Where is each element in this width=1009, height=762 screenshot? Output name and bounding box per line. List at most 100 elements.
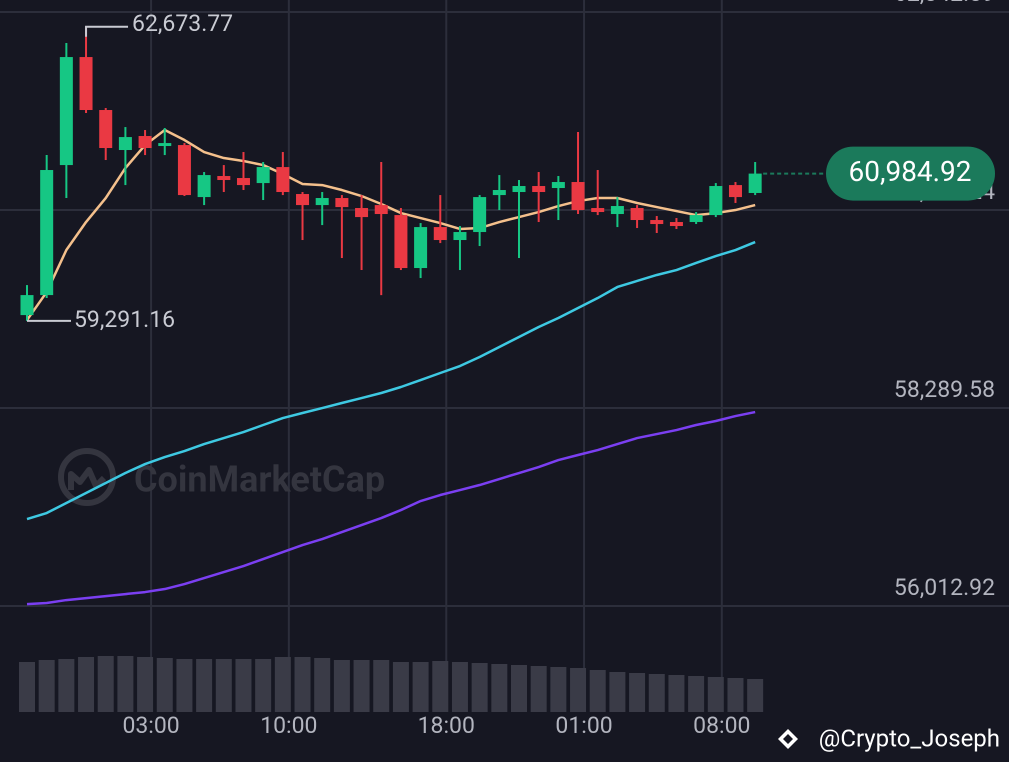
x-tick-label: 18:00	[418, 712, 475, 739]
volume-bar	[58, 659, 75, 712]
volume-bar	[747, 679, 764, 712]
volume-bar	[511, 665, 527, 712]
volume-bar	[215, 659, 232, 712]
candle-body	[512, 186, 526, 193]
volume-bar	[727, 678, 744, 712]
candle-body	[473, 197, 487, 233]
volume-bar	[156, 658, 173, 712]
candle-body	[276, 167, 290, 193]
candle-body	[728, 185, 742, 198]
candle-body	[748, 173, 762, 193]
volume-bar	[97, 656, 114, 712]
volume-bar	[333, 660, 350, 712]
volume-bar	[196, 659, 213, 712]
candle-body	[256, 167, 270, 184]
candle-body	[138, 136, 152, 149]
watermark-logo-mark	[68, 467, 107, 490]
volume-bar	[274, 657, 291, 712]
volume-bar	[432, 661, 449, 712]
candle-body	[669, 222, 683, 227]
grid	[0, 0, 1009, 712]
candle-body	[118, 137, 132, 151]
volume-bar	[137, 657, 154, 712]
high-marker-label: 62,673.77	[132, 10, 233, 37]
candle-body	[99, 110, 113, 149]
low-marker-label: 59,291.16	[74, 306, 175, 333]
volume-bar	[19, 662, 35, 712]
volume-bar	[471, 663, 488, 712]
candle-body	[709, 186, 723, 216]
candle-body	[453, 232, 467, 241]
candle-body	[414, 227, 428, 269]
volume-bar	[530, 666, 547, 712]
candle-body	[394, 215, 408, 269]
last-price-tag	[826, 146, 995, 201]
x-tick-label: 08:00	[693, 712, 750, 739]
candle-body	[689, 215, 703, 223]
candle-body	[551, 182, 565, 189]
watermark-text: CoinMarketCap	[134, 459, 385, 501]
last-price-label: 60,984.92	[848, 155, 971, 188]
candle-body	[79, 57, 93, 111]
volume-bar	[491, 664, 508, 712]
candle-body	[571, 182, 585, 211]
volume-bar	[629, 673, 646, 712]
volume-bar	[688, 676, 705, 712]
watermark: CoinMarketCap	[58, 448, 385, 506]
credit-text: @Crypto_Joseph	[819, 724, 1000, 752]
x-tick-label: 10:00	[260, 712, 317, 739]
high-marker-line	[85, 25, 129, 37]
y-tick-label: 56,012.92	[894, 574, 995, 601]
candle-body	[355, 208, 369, 218]
volume-bar	[451, 662, 468, 712]
credit-icon	[778, 729, 798, 749]
ma-line	[26, 410, 756, 606]
volume-bar	[392, 662, 409, 712]
y-tick-label: 58,289.58	[894, 376, 995, 403]
volume-bar	[353, 660, 370, 712]
volume-bar	[668, 675, 685, 712]
volume-bar	[235, 659, 252, 712]
candle-body	[315, 198, 329, 206]
candle-body	[433, 227, 447, 241]
candle-body	[59, 57, 73, 166]
volume-bar	[648, 674, 665, 712]
candle-body	[177, 145, 191, 196]
ma-line	[26, 240, 756, 521]
volume-bar	[78, 657, 95, 712]
candle-body	[217, 176, 231, 181]
candle-body	[335, 198, 349, 208]
candle-body	[591, 208, 605, 213]
x-tick-label: 01:00	[555, 712, 612, 739]
candle-body	[40, 170, 54, 296]
candle-body	[197, 175, 211, 198]
candle-body	[158, 143, 172, 147]
volume-bar	[255, 659, 272, 712]
volume-bar	[117, 656, 134, 712]
candle-body	[492, 190, 506, 196]
volume-bar	[707, 677, 724, 712]
candle-body	[650, 220, 664, 225]
volume-bar	[373, 660, 390, 712]
candle-body	[630, 208, 644, 221]
volume-bar	[609, 672, 626, 712]
volume-bar	[550, 667, 567, 712]
watermark-logo	[58, 448, 116, 506]
candle-body	[532, 186, 546, 193]
x-tick-label: 03:00	[122, 712, 179, 739]
volume-bar	[589, 670, 606, 712]
candle-body	[236, 178, 250, 186]
y-tick-label: 62,842.89	[894, 0, 995, 7]
volume-bar	[314, 658, 331, 712]
volume-bar	[412, 662, 429, 712]
candle-body	[20, 295, 34, 316]
volume-bar	[176, 659, 193, 712]
candle-body	[610, 206, 624, 215]
volume-bar	[38, 660, 55, 712]
candle-body	[374, 205, 388, 215]
volume-bar	[294, 657, 311, 712]
candle-body	[296, 194, 310, 206]
